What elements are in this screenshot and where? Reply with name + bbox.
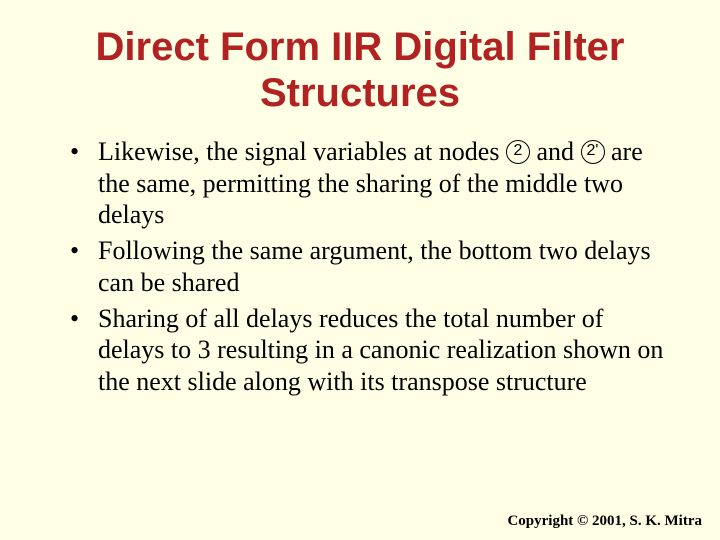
- bullet-1-mid: and: [530, 137, 581, 166]
- circled-node-2: 2: [506, 140, 530, 164]
- bullet-3: Sharing of all delays reduces the total …: [70, 303, 665, 398]
- title-line-1: Direct Form IIR Digital Filter: [96, 25, 625, 69]
- slide-title: Direct Form IIR Digital Filter Structure…: [0, 0, 720, 126]
- bullet-1-pre: Likewise, the signal variables at nodes: [98, 137, 506, 166]
- bullet-1: Likewise, the signal variables at nodes …: [70, 136, 665, 231]
- copyright-text: Copyright © 2001, S. K. Mitra: [507, 513, 702, 530]
- bullet-2-text: Following the same argument, the bottom …: [98, 236, 651, 297]
- slide-body: Likewise, the signal variables at nodes …: [0, 126, 720, 398]
- title-line-2: Structures: [260, 71, 460, 115]
- bullet-2: Following the same argument, the bottom …: [70, 235, 665, 298]
- circled-node-2prime: 2': [581, 140, 605, 164]
- bullet-3-text: Sharing of all delays reduces the total …: [98, 304, 663, 396]
